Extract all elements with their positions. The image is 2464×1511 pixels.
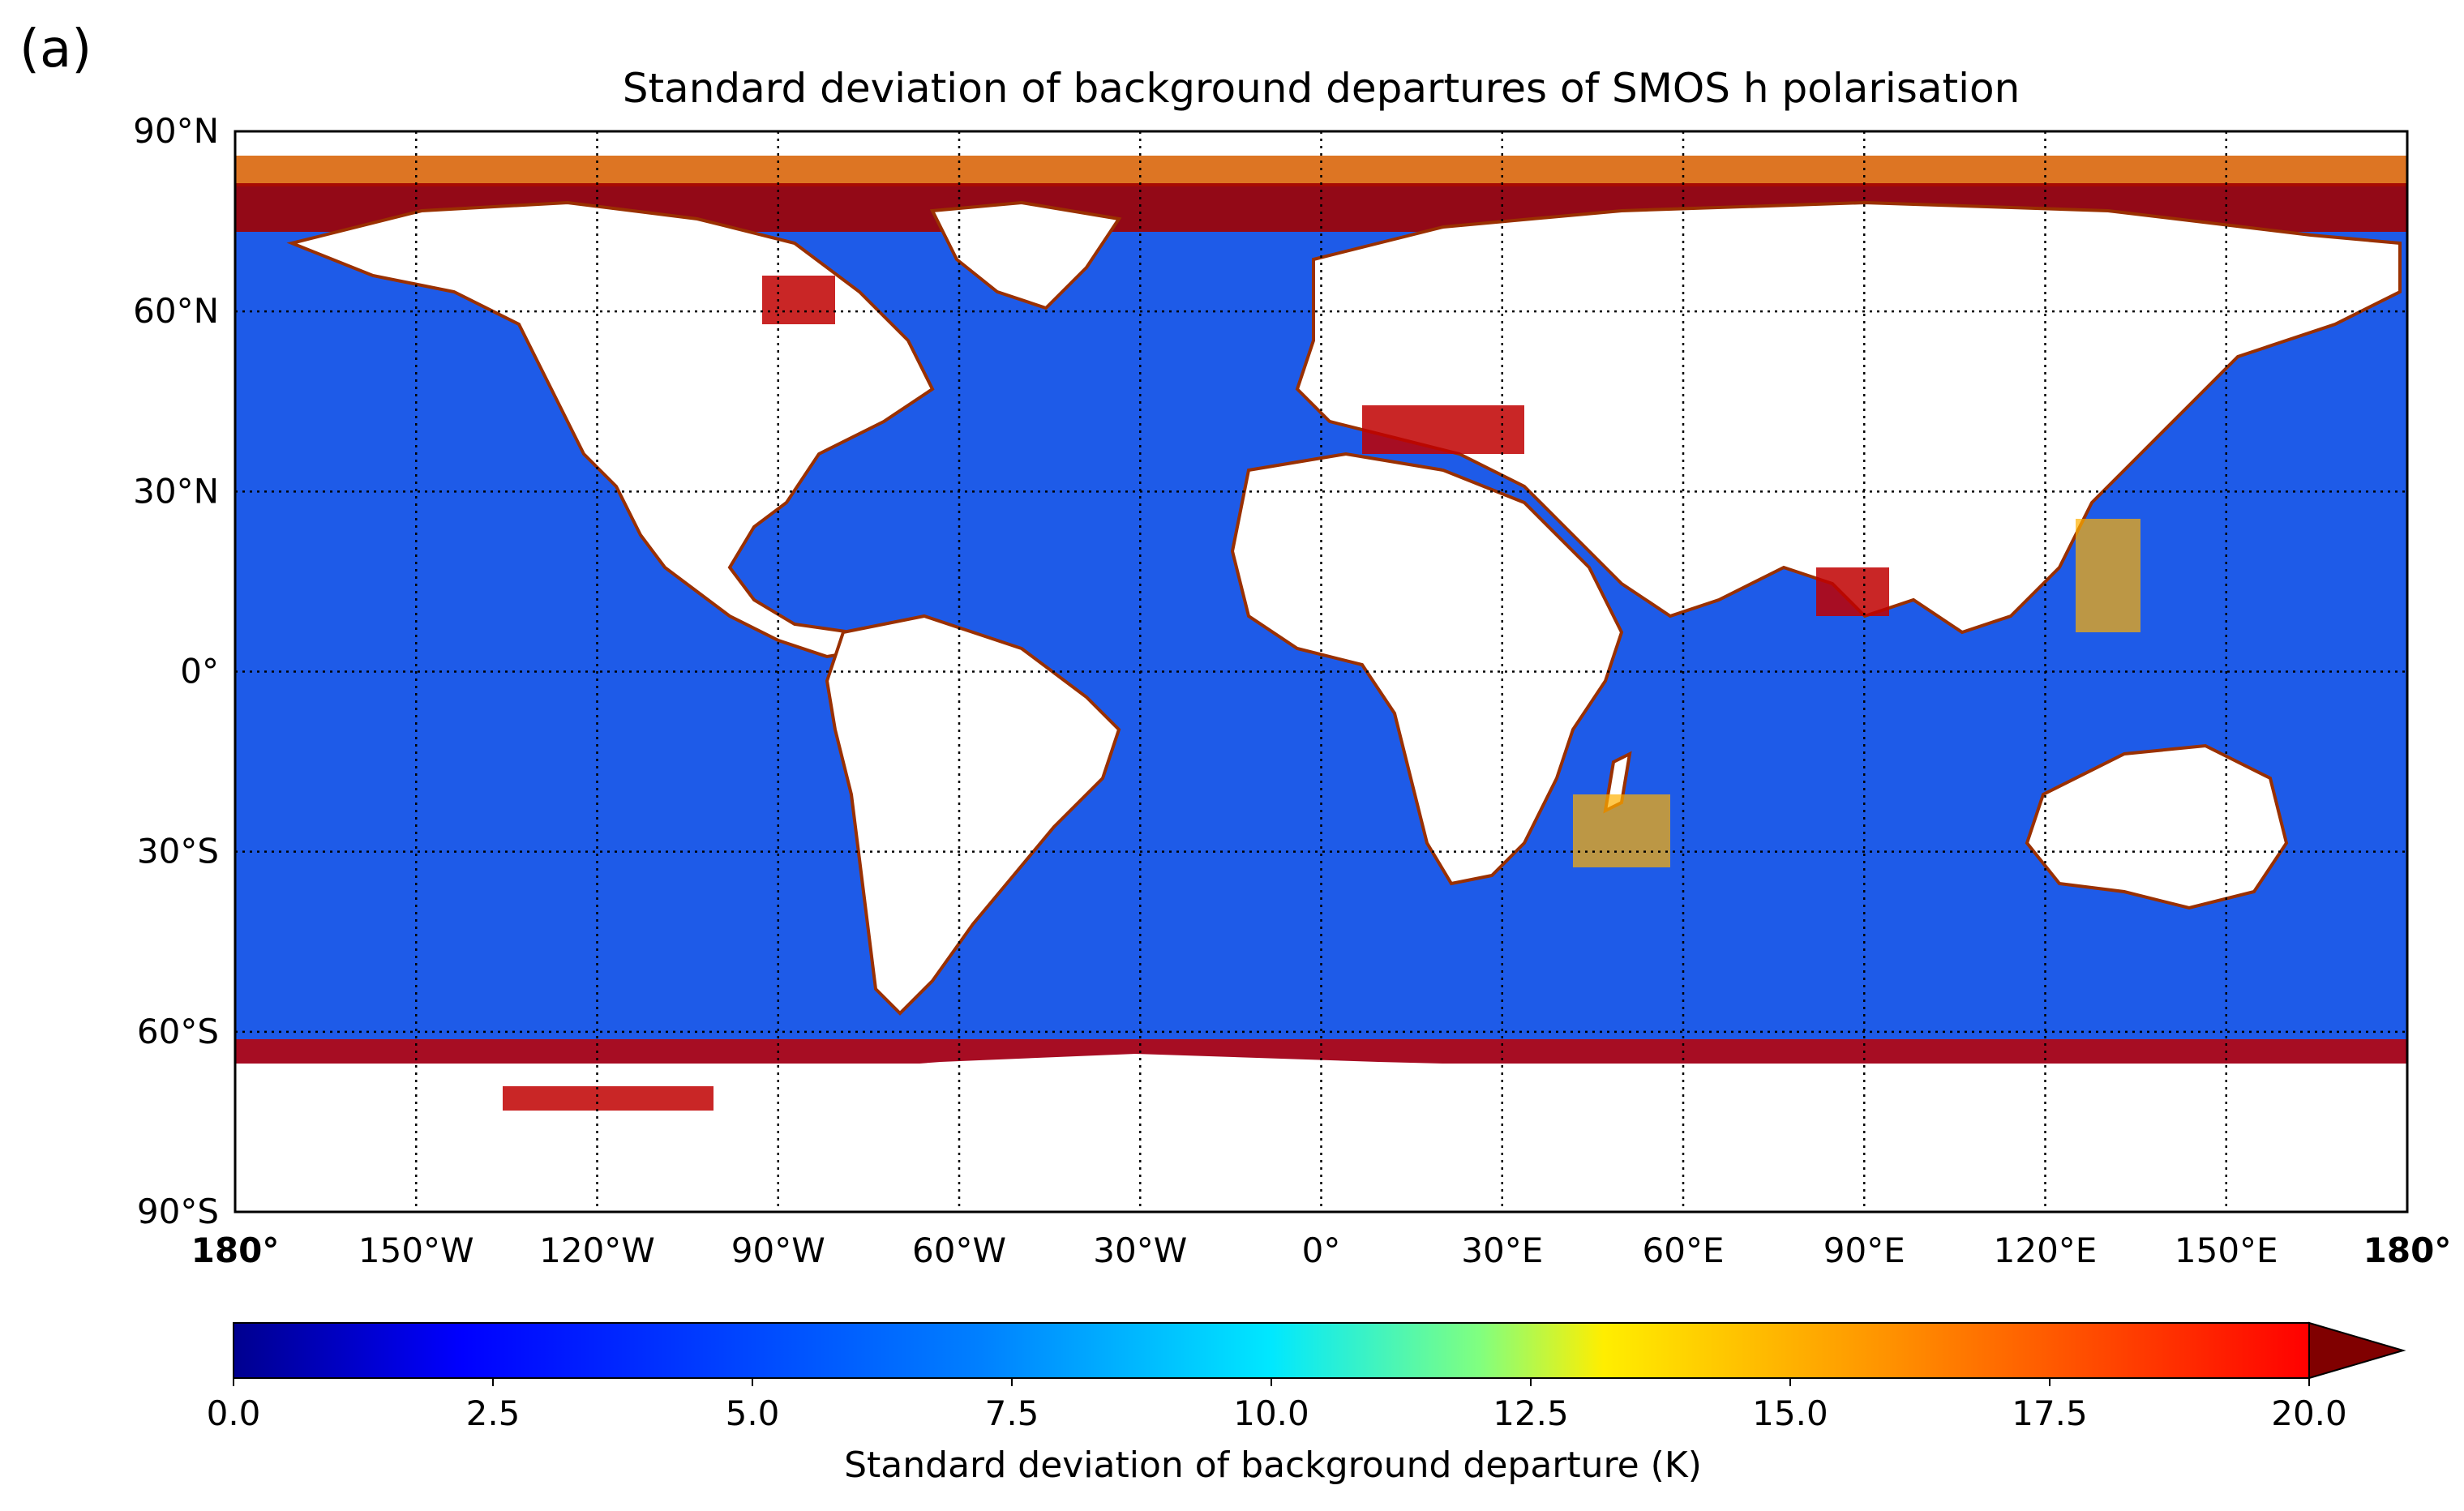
lon-tick-label: 120°W [539, 1231, 655, 1270]
lat-tick-label: 60°N [133, 291, 219, 331]
longitude-labels: 180° 150°W 120°W 90°W 60°W 30°W 0° 30°E 60°E 90°E… [191, 1231, 2452, 1270]
bay-of-bengal-hotspot [1816, 567, 1889, 616]
map-title: Standard deviation of background departu… [622, 65, 2020, 112]
australia [2025, 743, 2289, 910]
colorbar-tick-label: 0.0 [207, 1393, 261, 1433]
lon-tick-label: 60°W [912, 1231, 1006, 1270]
colorbar: 0.0 2.5 5.0 7.5 10.0 12.5 15.0 17.5 20.0 [207, 1321, 2406, 1433]
lon-tick-label: 120°E [1994, 1231, 2098, 1270]
south-america [825, 614, 1121, 1016]
colorbar-tick-label: 20.0 [2271, 1393, 2347, 1433]
lon-tick-label: 30°W [1093, 1231, 1187, 1270]
eurasia [1295, 200, 2402, 635]
lat-tick-label: 0° [180, 652, 219, 691]
lon-tick-label: 90°W [731, 1231, 825, 1270]
hudson-hotspot [762, 276, 835, 324]
colorbar-extend-arrow [2308, 1321, 2406, 1380]
lon-tick-label: 90°E [1823, 1231, 1905, 1270]
lon-tick-label: 150°W [358, 1231, 474, 1270]
warm-coastal-areas [1573, 519, 2140, 867]
colorbar-tick-label: 2.5 [466, 1393, 521, 1433]
africa [1230, 452, 1624, 886]
colorbar-tick-label: 15.0 [1752, 1393, 1828, 1433]
coastal-hotspots [503, 276, 1889, 1111]
lat-tick-label: 90°N [133, 111, 219, 151]
colorbar-ticks: 0.0 2.5 5.0 7.5 10.0 12.5 15.0 17.5 20.0 [207, 1378, 2347, 1433]
lon-tick-label: 60°E [1643, 1231, 1725, 1270]
panel-label: (a) [19, 19, 92, 79]
lat-tick-label: 30°S [137, 832, 219, 871]
colorbar-tick-label: 5.0 [726, 1393, 780, 1433]
colorbar-tick-label: 17.5 [2012, 1393, 2088, 1433]
colorbar-label: Standard deviation of background departu… [844, 1445, 1702, 1486]
western-pacific-area [2076, 519, 2140, 632]
lon-tick-label: 30°E [1461, 1231, 1543, 1270]
lat-tick-label: 60°S [137, 1012, 219, 1051]
lat-tick-label: 90°S [137, 1192, 219, 1231]
lon-tick-label: 180° [2363, 1231, 2452, 1270]
lon-tick-label: 180° [191, 1231, 280, 1270]
lon-tick-label: 0° [1302, 1231, 1341, 1270]
mediterranean-hotspot [1362, 405, 1524, 454]
arctic-band [235, 156, 2407, 186]
colorbar-bar [233, 1322, 2310, 1379]
lon-tick-label: 150°E [2175, 1231, 2278, 1270]
gridlines [235, 131, 2407, 1212]
latitude-labels: 90°N 60°N 30°N 0° 30°S 60°S 90°S [133, 111, 219, 1231]
lat-tick-label: 30°N [133, 471, 219, 511]
ross-sea-hotspot [503, 1086, 713, 1111]
colorbar-tick-label: 7.5 [985, 1393, 1039, 1433]
colorbar-tick-label: 12.5 [1493, 1393, 1569, 1433]
greenland [929, 200, 1122, 310]
mozambique-channel-area [1573, 794, 1670, 867]
colorbar-tick-label: 10.0 [1233, 1393, 1309, 1433]
